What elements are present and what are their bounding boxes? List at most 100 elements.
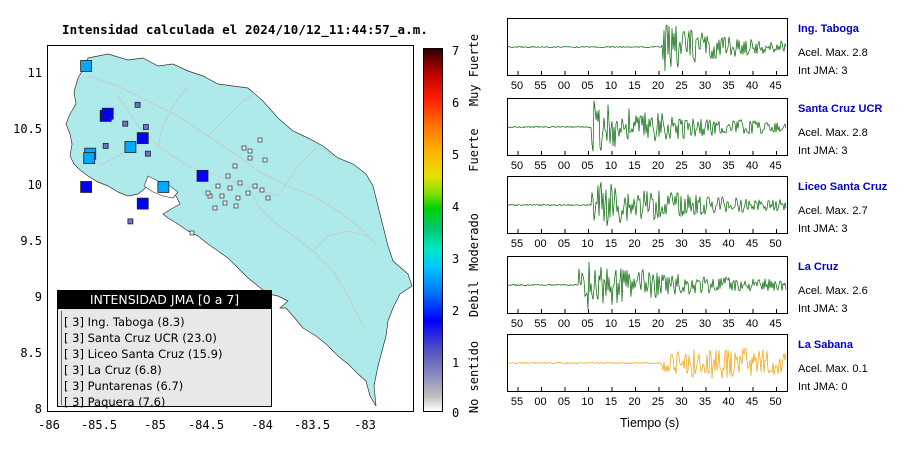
station-marker[interactable] xyxy=(134,101,141,108)
station-marker[interactable] xyxy=(136,197,149,210)
x-tick-label: -86 xyxy=(38,418,60,432)
costa-rica-land xyxy=(65,53,413,407)
time-tick-label: 35 xyxy=(698,396,712,408)
station-marker[interactable] xyxy=(102,143,109,149)
time-tick-label: 50 xyxy=(510,318,524,330)
seismogram-panel[interactable] xyxy=(507,176,788,234)
station-name[interactable]: La Sabana xyxy=(798,339,854,351)
station-marker[interactable] xyxy=(80,181,93,193)
station-marker[interactable] xyxy=(136,132,149,145)
seismogram-panel[interactable] xyxy=(507,98,788,156)
intensity-map[interactable] xyxy=(47,45,414,412)
time-tick-label: 20 xyxy=(651,318,665,330)
time-tick-label: 25 xyxy=(651,238,665,250)
time-tick-label: 55 xyxy=(510,396,524,408)
legend-divider xyxy=(61,311,62,405)
seismogram-panel[interactable] xyxy=(507,18,788,76)
time-tick-label: 45 xyxy=(745,238,759,250)
time-tick-label: 00 xyxy=(534,396,547,408)
legend-item: [ 3] Paquera (7.6) xyxy=(64,395,166,409)
station-jma: Int JMA: 3 xyxy=(798,223,848,235)
time-tick-label: 15 xyxy=(604,238,618,250)
y-tick-label: 10 xyxy=(27,178,42,192)
intensity-colorbar xyxy=(423,48,443,412)
x-tick-label: -85 xyxy=(144,418,166,432)
station-marker[interactable] xyxy=(124,141,137,153)
station-marker[interactable] xyxy=(83,152,96,165)
time-tick-label: 40 xyxy=(745,318,759,330)
time-tick-label: 15 xyxy=(628,80,641,92)
station-marker[interactable] xyxy=(127,218,134,225)
station-accel: Acel. Max. 2.8 xyxy=(798,47,868,59)
station-marker[interactable] xyxy=(122,120,129,127)
time-tick-label: 10 xyxy=(604,160,618,172)
y-tick-label: 8 xyxy=(34,402,42,416)
time-tick-label: 30 xyxy=(698,80,712,92)
station-jma: Int JMA: 3 xyxy=(798,145,848,157)
station-marker[interactable] xyxy=(101,107,114,120)
map-title: Intensidad calculada el 2024/10/12_11:44… xyxy=(62,22,429,37)
time-tick-label: 15 xyxy=(628,318,641,330)
intensity-legend: INTENSIDAD JMA [0 a 7] [ 3] Ing. Taboga … xyxy=(57,290,272,409)
station-marker[interactable] xyxy=(196,169,209,182)
station-name[interactable]: Santa Cruz UCR xyxy=(798,103,883,115)
time-tick-label: 20 xyxy=(651,80,665,92)
legend-item: [ 3] Liceo Santa Cruz (15.9) xyxy=(64,347,223,361)
seismogram-panel[interactable] xyxy=(507,256,788,314)
time-tick-label: 05 xyxy=(581,160,594,172)
time-tick-label: 15 xyxy=(628,160,641,172)
station-marker[interactable] xyxy=(80,60,93,72)
legend-item: [ 3] Puntarenas (6.7) xyxy=(64,379,184,393)
seismogram-panel[interactable] xyxy=(507,334,788,392)
station-marker[interactable] xyxy=(145,150,151,157)
station-accel: Acel. Max. 2.6 xyxy=(798,285,868,297)
time-tick-label: 35 xyxy=(722,80,735,92)
time-tick-label: 10 xyxy=(581,396,594,408)
time-tick-label: 40 xyxy=(745,80,759,92)
time-tick-label: 50 xyxy=(510,160,524,172)
colorbar-tick: 4 xyxy=(452,200,460,214)
time-tick-label: 45 xyxy=(769,318,782,330)
time-tick-label: 40 xyxy=(722,238,735,250)
station-marker[interactable] xyxy=(157,181,170,193)
waveform xyxy=(508,24,787,75)
colorbar-tick: 2 xyxy=(452,304,460,318)
time-tick-label: 45 xyxy=(769,80,782,92)
time-tick-label: 55 xyxy=(510,238,524,250)
station-name[interactable]: Ing. Taboga xyxy=(798,23,859,35)
time-tick-label: 25 xyxy=(675,160,688,172)
time-tick-label: 25 xyxy=(675,318,688,330)
waveform xyxy=(508,181,787,233)
time-tick-label: 35 xyxy=(722,160,735,172)
x-tick-label: -84 xyxy=(251,418,273,432)
costa-rica-map xyxy=(65,53,413,407)
y-tick-label: 11 xyxy=(27,66,42,80)
y-tick-label: 10.5 xyxy=(13,122,42,136)
time-tick-label: 25 xyxy=(675,80,688,92)
small-stations xyxy=(189,137,271,236)
colorbar-tick: 5 xyxy=(452,148,460,162)
station-marker[interactable] xyxy=(142,124,149,130)
legend-item: [ 3] Ing. Taboga (8.3) xyxy=(64,315,185,329)
time-tick-label: 05 xyxy=(581,318,594,330)
time-tick-label: 30 xyxy=(698,318,712,330)
station-name[interactable]: Liceo Santa Cruz xyxy=(798,181,888,193)
time-tick-label: 35 xyxy=(722,318,735,330)
colorbar-word: Fuerte xyxy=(467,128,481,172)
station-accel: Acel. Max. 0.1 xyxy=(798,363,868,375)
time-tick-label: 35 xyxy=(698,238,712,250)
colorbar-tick: 3 xyxy=(452,252,460,266)
time-tick-label: 45 xyxy=(769,160,782,172)
station-name[interactable]: La Cruz xyxy=(798,261,839,273)
time-tick-label: 10 xyxy=(604,318,618,330)
time-tick-label: 30 xyxy=(675,396,688,408)
time-tick-label: 50 xyxy=(769,238,782,250)
colorbar-tick: 0 xyxy=(452,406,460,420)
station-jma: Int JMA: 3 xyxy=(798,303,848,315)
y-tick-label: 9 xyxy=(34,290,42,304)
time-tick-label: 55 xyxy=(534,160,547,172)
y-tick-label: 8.5 xyxy=(20,346,42,360)
x-tick-label: -85.5 xyxy=(80,418,118,432)
time-tick-label: 25 xyxy=(651,396,665,408)
x-tick-label: -83 xyxy=(354,418,376,432)
